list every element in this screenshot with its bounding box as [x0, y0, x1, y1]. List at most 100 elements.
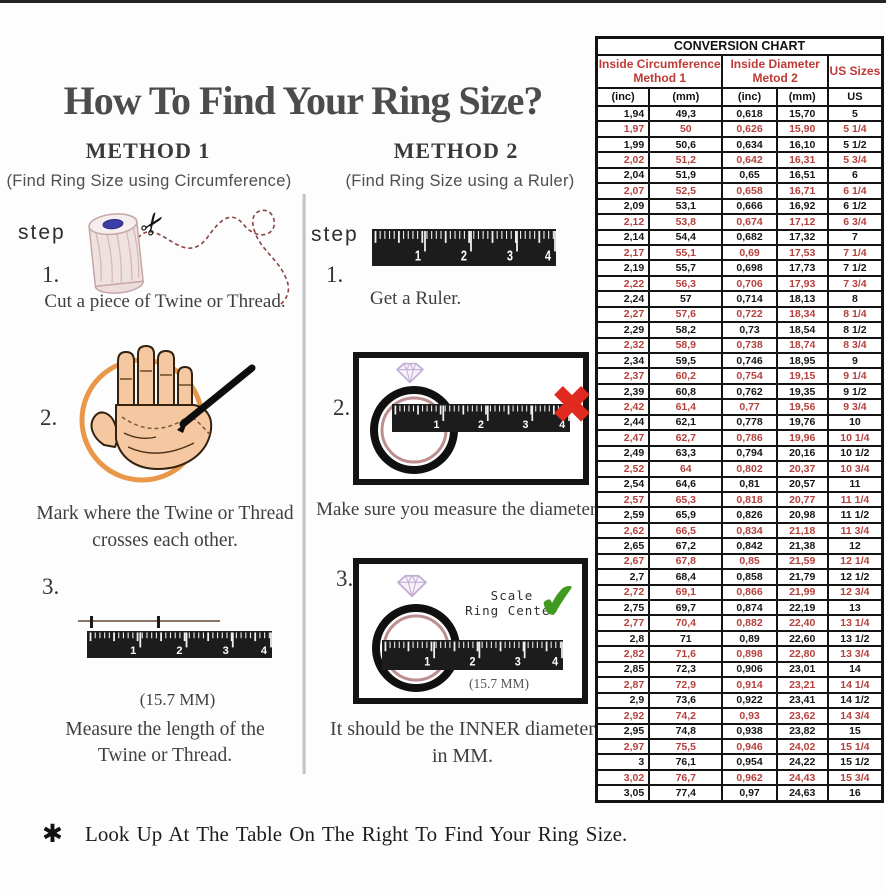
group-header-line: Method 1	[633, 70, 687, 85]
table-cell: 20,98	[778, 508, 829, 522]
method2-step3-number: 3.	[336, 566, 354, 591]
table-cell: 51,2	[650, 153, 724, 167]
table-cell: 15 3/4	[840, 771, 870, 784]
table-cell: 2,54	[598, 477, 651, 491]
table-cell: 0,898	[723, 647, 778, 661]
svg-text:4: 4	[552, 656, 559, 669]
table-row: 2,75 69,7 0,874 22,19 13	[598, 601, 881, 617]
table-row: 2,7 68,4 0,858 21,79 12 1/2	[598, 570, 881, 586]
svg-text:3: 3	[223, 645, 229, 657]
svg-text:3: 3	[515, 656, 521, 669]
method1-step2-number: 2.	[40, 405, 58, 430]
table-cell: 10	[849, 416, 861, 429]
group-header-line: Inside Circumference	[598, 57, 721, 71]
table-cell: 0,666	[723, 199, 778, 214]
method1-heading: METHOD 1	[85, 138, 211, 163]
table-cell: 72,9	[650, 678, 724, 692]
table-cell: 6 1/4	[843, 184, 867, 197]
table-cell: 18,13	[778, 292, 829, 306]
table-row: 2,17 55,1 0,69 17,53 7 1/4	[598, 245, 881, 262]
table-cell: 7	[851, 231, 858, 244]
group-header-line: Inside Diameter	[730, 57, 820, 71]
table-cell: 24,63	[778, 786, 829, 800]
table-cell: 77,4	[650, 786, 724, 800]
table-cell: 22,40	[778, 616, 829, 630]
table-cell: 14 1/2	[840, 694, 870, 707]
table-cell: 21,79	[778, 570, 829, 584]
table-cell: 62,1	[650, 415, 724, 430]
table-cell: 2,12	[598, 215, 651, 229]
table-cell: 10 1/4	[840, 431, 870, 444]
method1-subheading: (Find Ring Size using Circumference)	[6, 172, 292, 190]
table-cell: 16,71	[778, 184, 829, 198]
table-cell: 23,62	[778, 709, 829, 723]
table-cell: 16,10	[778, 137, 829, 152]
method1-measurement: (15.7 MM)	[139, 690, 216, 709]
footnote: Look Up At The Table On The Right To Fin…	[85, 822, 628, 846]
table-cell: 18,74	[778, 338, 829, 352]
ruler-illustration: 1 2 3 4	[372, 229, 556, 266]
table-cell: 0,642	[723, 153, 778, 167]
method1-step1-caption: Cut a piece of Twine or Thread.	[44, 291, 286, 312]
table-cell: 76,7	[650, 770, 724, 785]
ruler-illustration: 1 2 3 4	[382, 640, 563, 670]
table-cell: 7 1/4	[843, 246, 867, 259]
table-cell: 2,52	[598, 462, 651, 476]
table-cell: 2,72	[598, 585, 651, 599]
table-row: 2,65 67,2 0,842 21,38 12	[598, 539, 881, 555]
table-cell: 2,14	[598, 230, 651, 244]
table-cell: 3,02	[598, 770, 651, 785]
top-edge-strip	[0, 0, 886, 3]
table-cell: 0,794	[723, 446, 778, 461]
table-cell: 19,76	[778, 415, 829, 430]
table-cell: 13 1/2	[840, 632, 870, 645]
table-cell: 20,57	[778, 477, 829, 491]
table-cell: 69,7	[650, 601, 724, 615]
table-cell: 19,15	[778, 369, 829, 383]
twine-spool-illustration: ✂	[88, 204, 290, 306]
svg-text:4: 4	[559, 419, 565, 431]
table-cell: 71,6	[650, 647, 724, 661]
twine-thread-line	[137, 209, 290, 306]
table-cell: 54,4	[650, 230, 724, 244]
table-cell: 5 1/4	[843, 123, 867, 136]
table-cell: 2,37	[598, 369, 651, 383]
table-cell: 3,05	[598, 786, 651, 800]
table-cell: 6 3/4	[843, 215, 867, 228]
table-cell: 19,96	[778, 431, 829, 445]
table-cell: 15	[849, 725, 861, 738]
table-title: CONVERSION CHART	[598, 39, 881, 56]
table-cell: 2,8	[598, 631, 651, 646]
table-row: 2,29 58,2 0,73 18,54 8 1/2	[598, 323, 881, 339]
table-cell: 16,31	[778, 153, 829, 167]
svg-text:1: 1	[130, 645, 136, 657]
table-cell: 57,6	[650, 307, 724, 322]
table-cell: 2,92	[598, 709, 651, 723]
table-cell: 75,5	[650, 739, 724, 754]
table-row: 2,95 74,8 0,938 23,82 15	[598, 724, 881, 740]
table-row: 2,57 65,3 0,818 20,77 11 1/4	[598, 492, 881, 509]
table-cell: 1,97	[598, 122, 651, 136]
table-cell: 0,89	[723, 631, 778, 646]
unit-header-cell: (mm)	[650, 89, 724, 105]
table-cell: 15,70	[778, 107, 829, 121]
table-cell: 0,626	[723, 122, 778, 136]
table-cell: 21,38	[778, 539, 829, 553]
table-cell: 55,7	[650, 261, 724, 275]
table-cell: 64	[650, 462, 724, 476]
table-row: 2,92 74,2 0,93 23,62 14 3/4	[598, 709, 881, 725]
table-cell: 20,16	[778, 446, 829, 461]
table-cell: 0,738	[723, 338, 778, 352]
hand-shape	[90, 345, 213, 470]
table-cell: 21,59	[778, 554, 829, 569]
wrong-measure-frame: 1 2 3 4 ✖	[353, 352, 593, 485]
table-cell: 16,92	[778, 199, 829, 214]
table-row: 2,39 60,8 0,762 19,35 9 1/2	[598, 384, 881, 401]
table-cell: 55,1	[650, 245, 724, 260]
table-cell: 0,722	[723, 307, 778, 322]
table-row: 2,87 72,9 0,914 23,21 14 1/4	[598, 678, 881, 694]
table-cell: 2,27	[598, 307, 651, 322]
table-cell: 17,73	[778, 261, 829, 275]
table-row: 2,59 65,9 0,826 20,98 11 1/2	[598, 508, 881, 524]
table-row: 2,09 53,1 0,666 16,92 6 1/2	[598, 199, 881, 216]
